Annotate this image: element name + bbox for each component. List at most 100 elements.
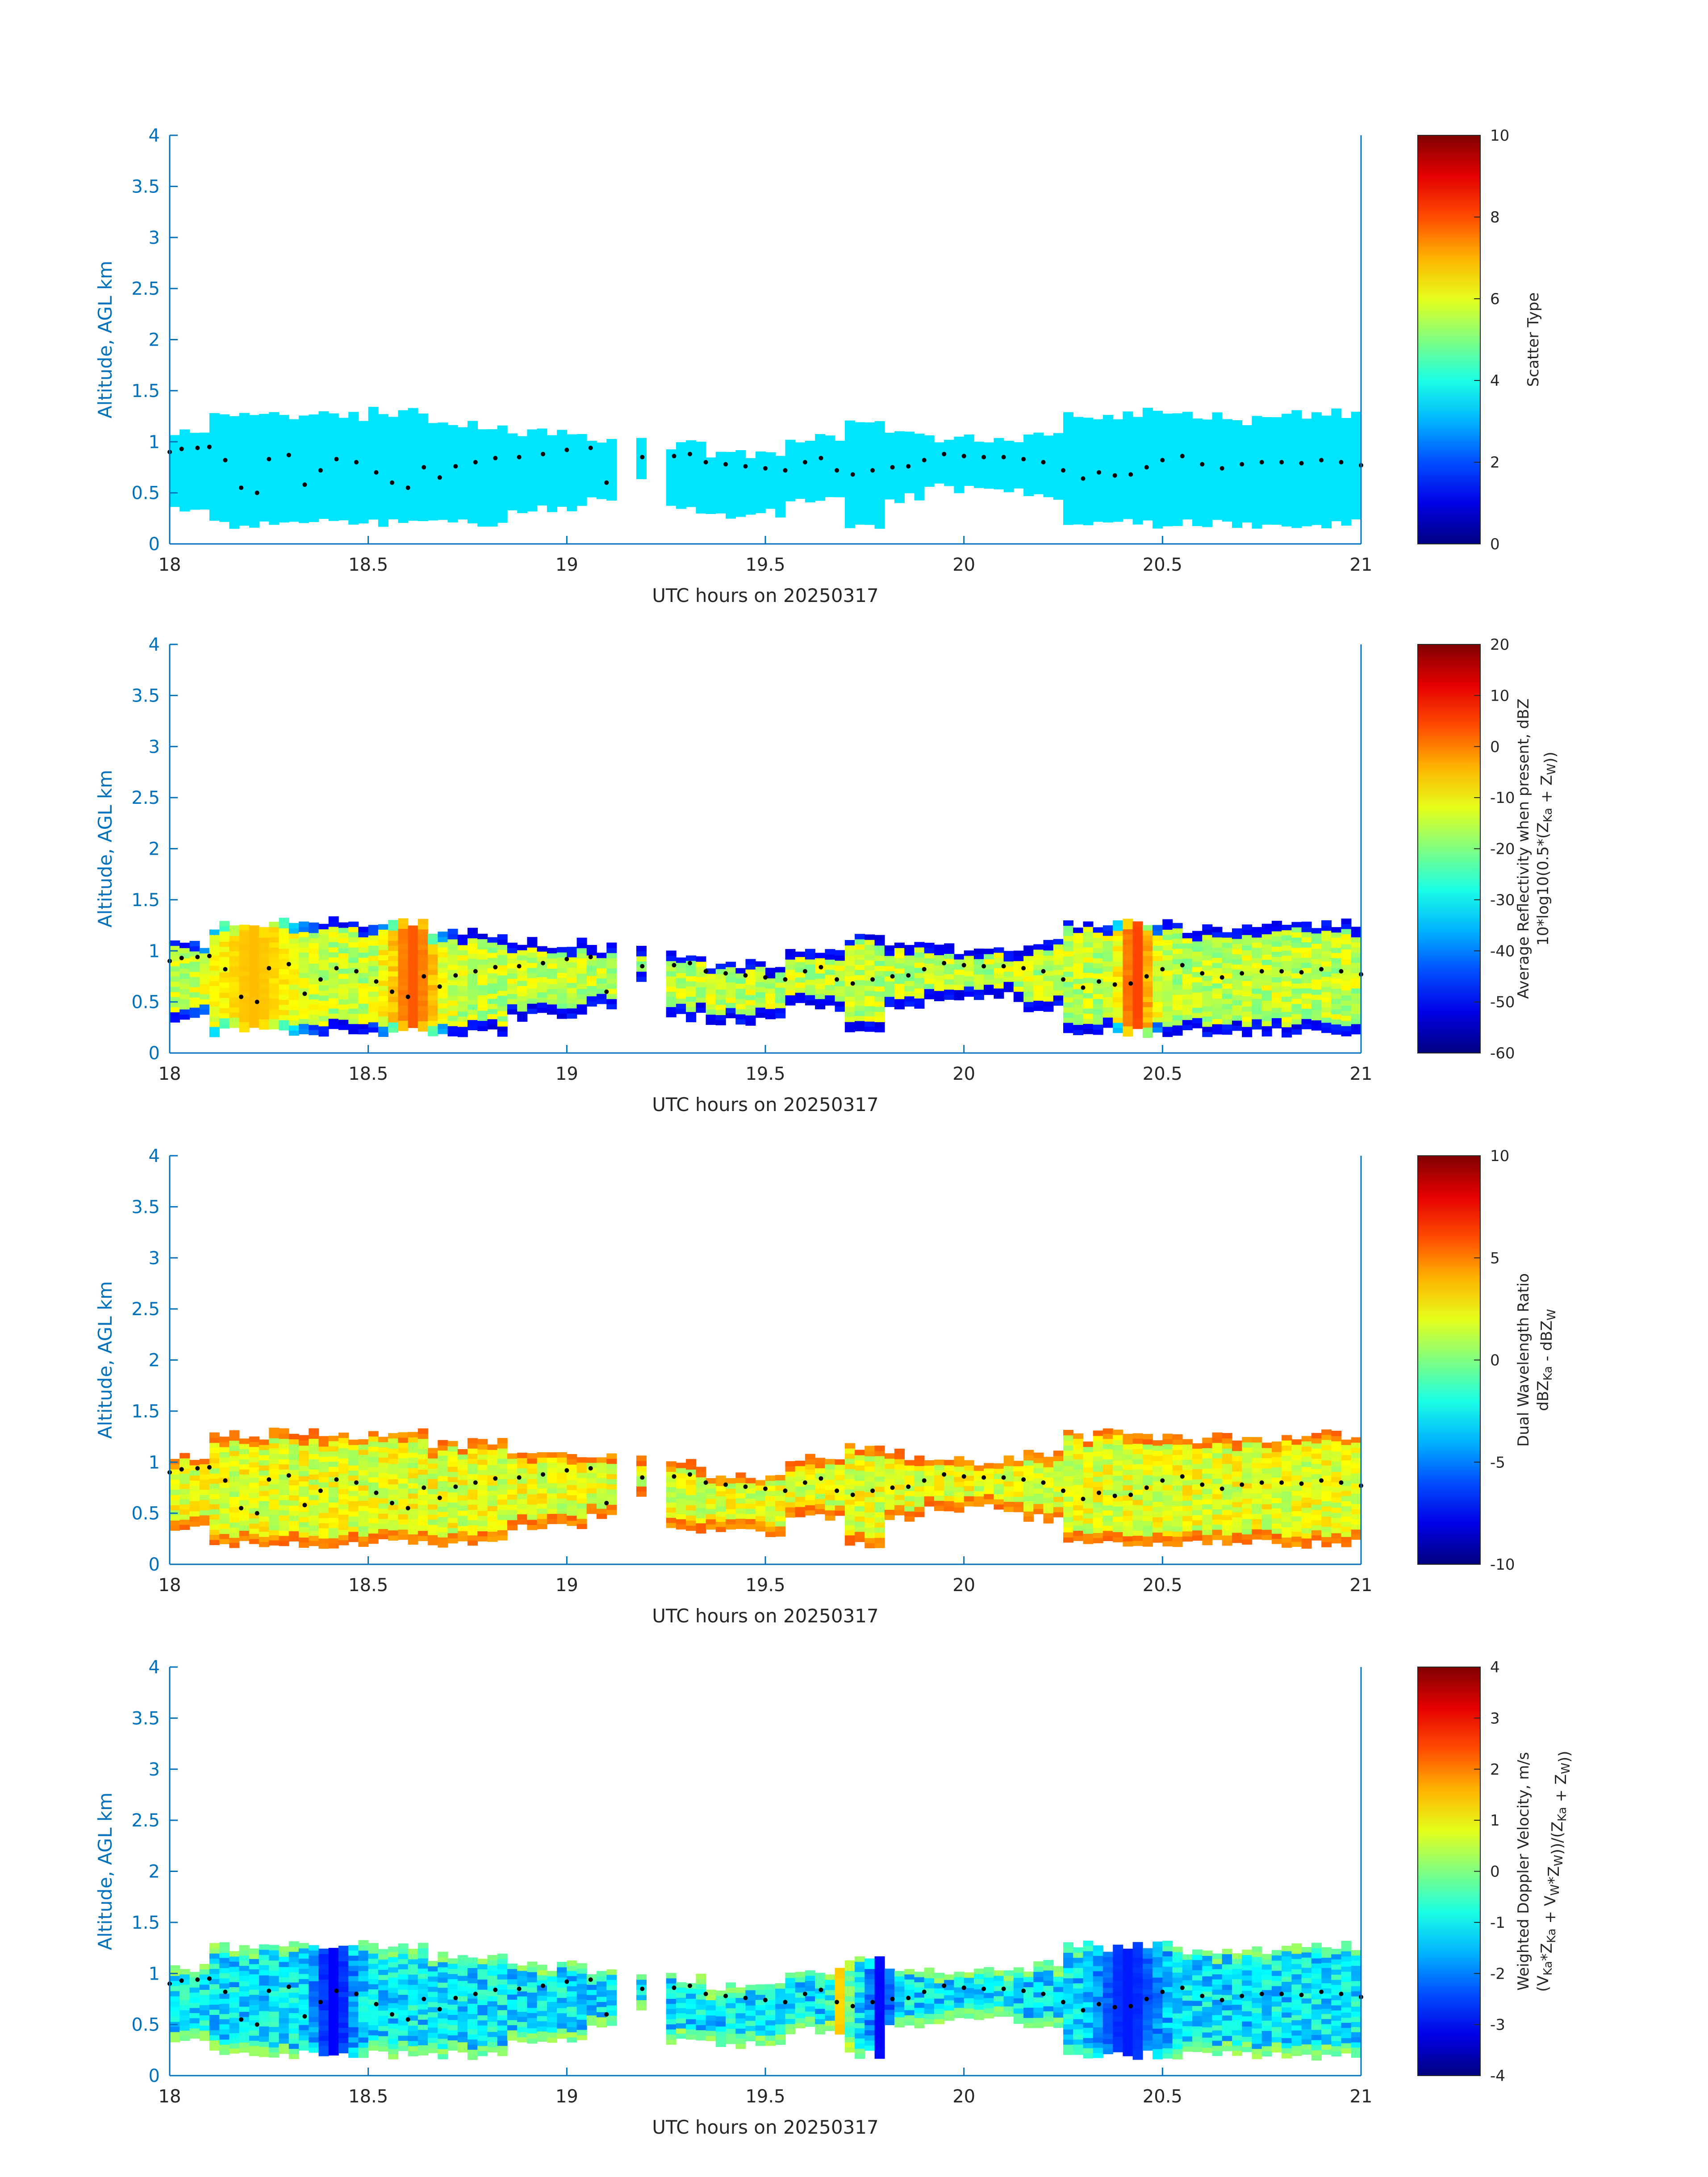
heatmap-cell: [1341, 954, 1352, 960]
heatmap-cell: [984, 964, 994, 969]
heatmap-cell: [180, 450, 190, 455]
heatmap-cell: [408, 1457, 418, 1463]
heatmap-cell: [309, 1009, 319, 1015]
heatmap-cell: [1132, 437, 1143, 443]
heatmap-cell: [457, 427, 468, 433]
heatmap-cell: [1341, 928, 1352, 934]
heatmap-cell: [1252, 416, 1262, 422]
heatmap-cell: [219, 1488, 230, 1493]
heatmap-cell: [855, 959, 865, 965]
heatmap-cell: [497, 441, 508, 447]
heatmap-cell: [1261, 1031, 1272, 1036]
heatmap-cell: [288, 953, 299, 959]
heatmap-cell: [1242, 486, 1253, 492]
heatmap-cell: [497, 1006, 508, 1011]
heatmap-cell: [1242, 970, 1253, 976]
heatmap-cell: [269, 1008, 280, 1014]
heatmap-cell: [378, 1483, 388, 1488]
heatmap-cell: [567, 470, 577, 476]
heatmap-cell: [388, 1535, 399, 1541]
heatmap-cell: [844, 436, 855, 442]
heatmap-cell: [487, 1485, 498, 1491]
heatmap-cell: [1202, 1016, 1213, 1022]
heatmap-cell: [1073, 452, 1084, 458]
heatmap-cell: [269, 1468, 280, 1474]
heatmap-cell: [924, 983, 935, 989]
heatmap-cell: [864, 422, 875, 428]
heatmap-cell: [288, 491, 299, 497]
heatmap-cell: [497, 502, 508, 508]
heatmap-cell: [1232, 456, 1242, 462]
heatmap-cell: [299, 1460, 309, 1466]
heatmap-cell: [468, 989, 478, 994]
heatmap-cell: [1132, 509, 1143, 514]
heatmap-cell: [189, 504, 200, 510]
heatmap-cell: [1153, 1017, 1163, 1023]
heatmap-cell: [477, 939, 488, 944]
heatmap-cell: [835, 471, 845, 477]
heatmap-cell: [1311, 499, 1322, 505]
heatmap-cell: [328, 988, 339, 994]
heatmap-cell: [785, 985, 796, 990]
heatmap-cell: [378, 501, 388, 506]
heatmap-cell: [447, 1026, 458, 1032]
heatmap-cell: [1301, 978, 1312, 983]
heatmap-cell: [1113, 429, 1123, 435]
heatmap-cell: [418, 1525, 428, 1531]
heatmap-cell: [715, 1009, 726, 1015]
heatmap-cell: [358, 988, 369, 994]
heatmap-cell: [864, 504, 875, 510]
heatmap-cell: [358, 1536, 369, 1542]
heatmap-cell: [299, 487, 309, 493]
heatmap-cell: [318, 1528, 329, 1534]
cloud-base-dot: [267, 457, 271, 462]
heatmap-cell: [199, 1464, 210, 1470]
heatmap-cell: [894, 999, 905, 1004]
heatmap-cell: [924, 440, 935, 446]
heatmap-cell: [189, 1485, 200, 1491]
heatmap-cell: [1232, 1015, 1242, 1021]
heatmap-cell: [428, 990, 438, 996]
heatmap-cell: [229, 1440, 240, 1446]
heatmap-cell: [378, 1021, 388, 1027]
heatmap-cell: [279, 1433, 289, 1439]
heatmap-cell: [1033, 990, 1044, 996]
heatmap-cell: [1222, 1009, 1232, 1015]
heatmap-cell: [368, 1436, 379, 1442]
heatmap-cell: [1271, 473, 1282, 479]
heatmap-cell: [438, 988, 448, 994]
heatmap-cell: [547, 471, 557, 476]
heatmap-cell: [328, 1024, 339, 1029]
heatmap-cell: [438, 1465, 448, 1471]
heatmap-cell: [1311, 412, 1322, 418]
x-tick-label: 20: [952, 555, 975, 575]
heatmap-cell: [199, 478, 210, 484]
heatmap-cell: [696, 997, 706, 1003]
heatmap-cell: [487, 1014, 498, 1020]
heatmap-cell: [1301, 506, 1312, 511]
heatmap-cell: [398, 1458, 409, 1463]
heatmap-cell: [279, 1510, 289, 1516]
heatmap-cell: [894, 994, 905, 999]
heatmap-cell: [477, 1500, 488, 1506]
heatmap-cell: [507, 1009, 518, 1015]
heatmap-cell: [328, 1533, 339, 1538]
heatmap-cell: [378, 419, 388, 425]
heatmap-cell: [944, 450, 955, 455]
heatmap-cell: [874, 482, 885, 488]
heatmap-cell: [1341, 500, 1352, 506]
heatmap-cell: [1192, 966, 1203, 972]
heatmap-cell: [170, 961, 180, 966]
heatmap-cell: [527, 978, 538, 983]
heatmap-cell: [1153, 426, 1163, 432]
heatmap-cell: [209, 1432, 220, 1438]
heatmap-cell: [973, 949, 984, 954]
heatmap-cell: [318, 1456, 329, 1462]
heatmap-cell: [1172, 953, 1183, 959]
heatmap-cell: [229, 930, 240, 936]
heatmap-cell: [457, 1510, 468, 1516]
heatmap-cell: [209, 459, 220, 465]
heatmap-cell: [527, 1008, 538, 1014]
heatmap-cell: [299, 446, 309, 452]
heatmap-cell: [1033, 438, 1044, 443]
